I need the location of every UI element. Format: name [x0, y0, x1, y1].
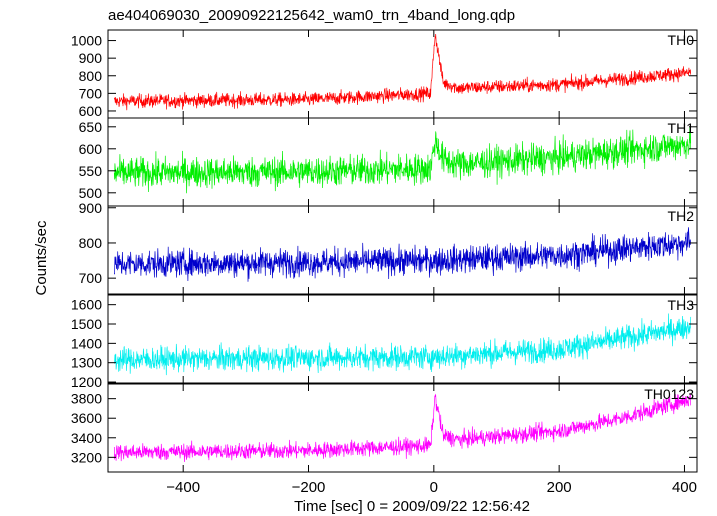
y-tick-label: 600 — [79, 103, 103, 119]
band-label: TH0123 — [644, 386, 694, 402]
y-tick-label: 1600 — [71, 297, 102, 313]
series-line-th3 — [114, 314, 690, 376]
y-tick-label: 3400 — [71, 430, 102, 446]
y-tick-label: 700 — [79, 85, 103, 101]
band-label: TH3 — [668, 297, 695, 313]
x-tick-label: 400 — [672, 479, 697, 496]
y-tick-label: 700 — [79, 270, 103, 286]
y-tick-label: 1000 — [71, 33, 102, 49]
panel-th1: 500 550 600 650 TH1 — [79, 118, 697, 206]
y-tick-label: 1500 — [71, 316, 102, 332]
series-line-th0 — [114, 34, 690, 110]
y-tick-label: 3800 — [71, 391, 102, 407]
x-tick-label: −200 — [292, 479, 326, 496]
y-tick-label: 500 — [79, 185, 103, 201]
panel-th2: 700 800 900 TH2 — [79, 200, 697, 294]
band-label: TH0 — [668, 32, 695, 48]
x-tick-label: 0 — [430, 479, 438, 496]
y-tick-label: 3200 — [71, 449, 102, 465]
y-tick-label: 1300 — [71, 355, 102, 371]
y-tick-label: 3600 — [71, 410, 102, 426]
panel-th0123: 3200 3400 3600 3800 TH0123 — [71, 384, 697, 472]
series-line-th0123 — [114, 394, 690, 463]
y-tick-label: 900 — [79, 50, 103, 66]
chart-title: ae404069030_20090922125642_wam0_trn_4ban… — [108, 7, 515, 24]
y-tick-label: 1200 — [71, 374, 102, 390]
band-label: TH1 — [668, 120, 695, 136]
y-axis-label: Counts/sec — [33, 220, 50, 296]
y-tick-label: 800 — [79, 68, 103, 84]
y-tick-label: 1400 — [71, 335, 102, 351]
series-line-th1 — [114, 125, 690, 194]
x-axis-label: Time [sec] 0 = 2009/09/22 12:56:42 — [294, 498, 530, 515]
panel-th3: 1200 1300 1400 1500 1600 TH3 — [71, 295, 697, 390]
panel-frame — [108, 384, 697, 472]
y-tick-label: 800 — [79, 235, 103, 251]
series-line-th2 — [114, 227, 690, 281]
band-label: TH2 — [668, 208, 695, 224]
y-tick-label: 550 — [79, 163, 103, 179]
y-tick-label: 650 — [79, 119, 103, 135]
y-tick-label: 900 — [79, 200, 103, 216]
x-tick-label: 200 — [547, 479, 572, 496]
x-tick-label: −400 — [166, 479, 200, 496]
y-tick-label: 600 — [79, 141, 103, 157]
